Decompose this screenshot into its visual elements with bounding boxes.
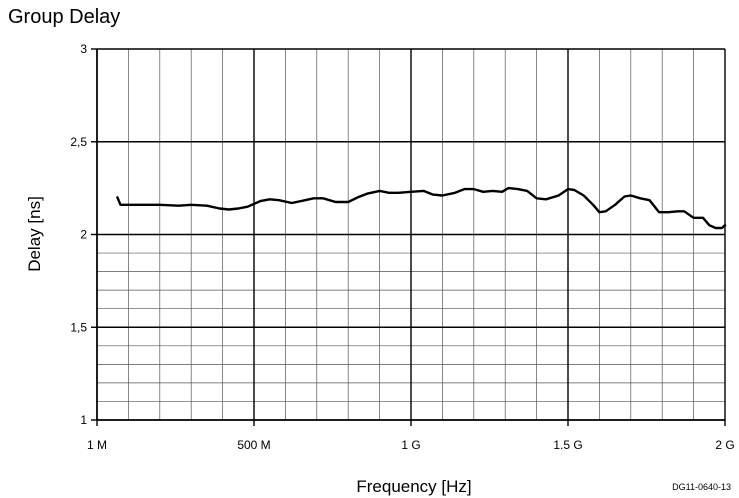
figure-code: DG11-0640-13 [672, 482, 731, 492]
y-tick-label: 1,5 [70, 320, 87, 334]
x-axis-label: Frequency [Hz] [356, 477, 471, 496]
y-tick-label: 2,5 [70, 135, 87, 149]
series-group [116, 186, 727, 230]
x-tick-label: 1 M [87, 438, 107, 452]
series-line-0 [116, 186, 727, 230]
axes [91, 48, 726, 426]
x-tick-label: 1.5 G [553, 438, 582, 452]
x-tick-label: 500 M [237, 438, 270, 452]
y-axis-label: Delay [ns] [25, 196, 44, 272]
y-tick-label: 1 [80, 413, 87, 427]
chart-title: Group Delay [8, 6, 121, 28]
x-tick-label: 1 G [401, 438, 420, 452]
x-tick-label: 2 G [715, 438, 734, 452]
y-tick-label: 3 [80, 42, 87, 56]
tick-labels: 1 M 500 M 1 G 1.5 G 2 G 1 1,5 2 2,5 3 [70, 42, 734, 452]
y-tick-label: 2 [80, 228, 87, 242]
